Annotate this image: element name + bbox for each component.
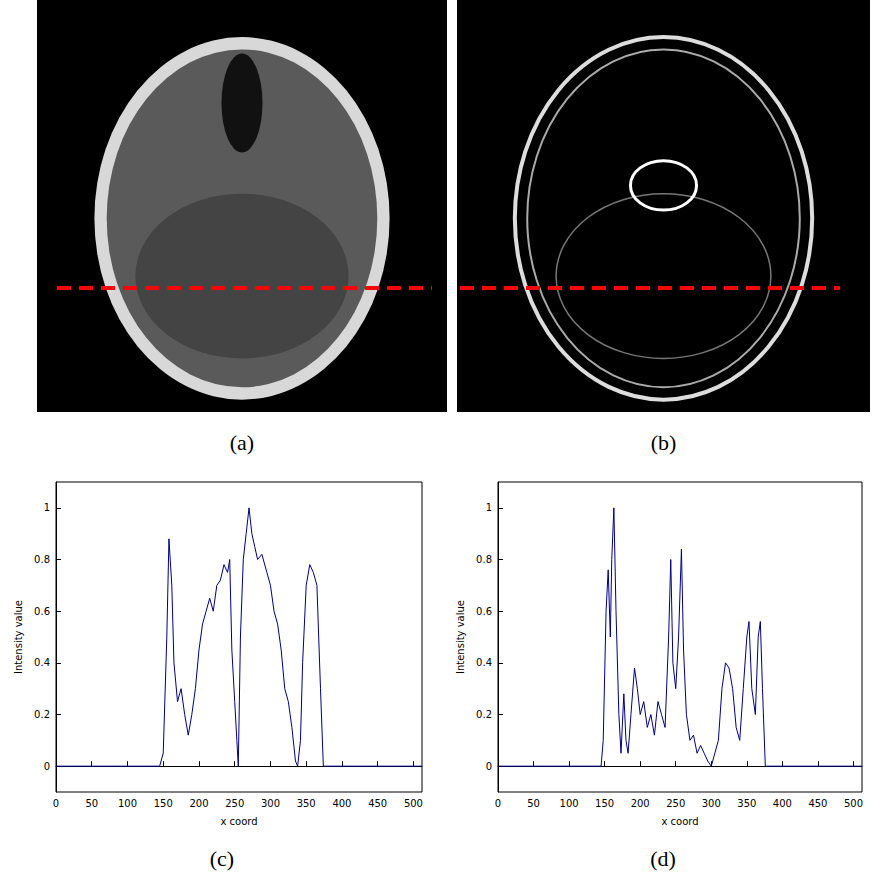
svg-text:0.8: 0.8 — [476, 554, 492, 565]
svg-text:Intensity value: Intensity value — [455, 600, 466, 674]
svg-text:500: 500 — [404, 798, 423, 809]
svg-text:1: 1 — [486, 502, 492, 513]
svg-text:300: 300 — [702, 798, 721, 809]
svg-text:350: 350 — [737, 798, 756, 809]
svg-text:Intensity value: Intensity value — [13, 600, 24, 674]
svg-text:0: 0 — [53, 798, 59, 809]
svg-text:0.4: 0.4 — [476, 657, 492, 668]
svg-text:0.8: 0.8 — [34, 554, 50, 565]
svg-text:50: 50 — [85, 798, 98, 809]
svg-text:0.4: 0.4 — [34, 657, 50, 668]
svg-text:250: 250 — [225, 798, 244, 809]
svg-text:0.6: 0.6 — [34, 606, 50, 617]
svg-text:350: 350 — [297, 798, 316, 809]
svg-text:0.2: 0.2 — [476, 709, 492, 720]
svg-text:0.2: 0.2 — [34, 709, 50, 720]
svg-text:x coord: x coord — [220, 816, 257, 827]
svg-text:250: 250 — [666, 798, 685, 809]
svg-text:100: 100 — [560, 798, 579, 809]
html-text:(d): (d) — [650, 846, 676, 871]
svg-text:150: 150 — [595, 798, 614, 809]
svg-text:200: 200 — [631, 798, 650, 809]
html-text:(b): (b) — [650, 430, 677, 455]
svg-text:0.6: 0.6 — [476, 606, 492, 617]
svg-text:150: 150 — [154, 798, 173, 809]
svg-text:50: 50 — [527, 798, 540, 809]
html-text:(a): (a) — [229, 430, 255, 455]
svg-text:300: 300 — [261, 798, 280, 809]
svg-text:400: 400 — [332, 798, 351, 809]
svg-text:0: 0 — [495, 798, 501, 809]
svg-text:500: 500 — [844, 798, 863, 809]
svg-text:200: 200 — [189, 798, 208, 809]
svg-text:450: 450 — [808, 798, 827, 809]
svg-text:0: 0 — [486, 761, 492, 772]
svg-text:450: 450 — [368, 798, 387, 809]
svg-text:x coord: x coord — [661, 816, 698, 827]
svg-text:1: 1 — [44, 502, 50, 513]
svg-text:400: 400 — [773, 798, 792, 809]
svg-text:0: 0 — [44, 761, 50, 772]
svg-text:100: 100 — [118, 798, 137, 809]
html-text:(c): (c) — [209, 846, 235, 871]
